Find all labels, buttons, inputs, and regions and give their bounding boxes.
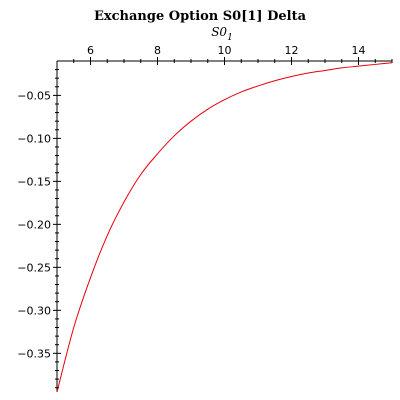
y-tick-label: −0.30 bbox=[17, 304, 51, 317]
chart-title: Exchange Option S0[1] Delta bbox=[94, 9, 307, 24]
x-tick-label: 12 bbox=[285, 44, 299, 57]
x-axis-label-main: S0 bbox=[211, 25, 227, 39]
series-group bbox=[56, 62, 393, 393]
y-tick-label: −0.10 bbox=[17, 132, 51, 145]
y-tick-label: −0.05 bbox=[17, 89, 51, 102]
series-line-0 bbox=[56, 62, 393, 393]
y-tick-label: −0.15 bbox=[17, 175, 51, 188]
y-tick-label: −0.20 bbox=[17, 218, 51, 231]
y-ticks: −0.05 −0.10 −0.15 −0.20 −0.25 −0.30 −0.35 bbox=[17, 69, 61, 389]
axes bbox=[56, 60, 392, 392]
x-axis-label: S01 bbox=[211, 25, 233, 43]
y-tick-label: −0.35 bbox=[17, 347, 51, 360]
x-tick-label: 10 bbox=[218, 44, 232, 57]
x-ticks: 6 8 10 12 14 bbox=[73, 44, 393, 65]
x-axis-label-sub: 1 bbox=[227, 33, 233, 43]
y-tick-label: −0.25 bbox=[17, 261, 51, 274]
x-tick-label: 6 bbox=[87, 44, 94, 57]
x-tick-label: 8 bbox=[154, 44, 161, 57]
x-tick-label: 14 bbox=[352, 44, 366, 57]
